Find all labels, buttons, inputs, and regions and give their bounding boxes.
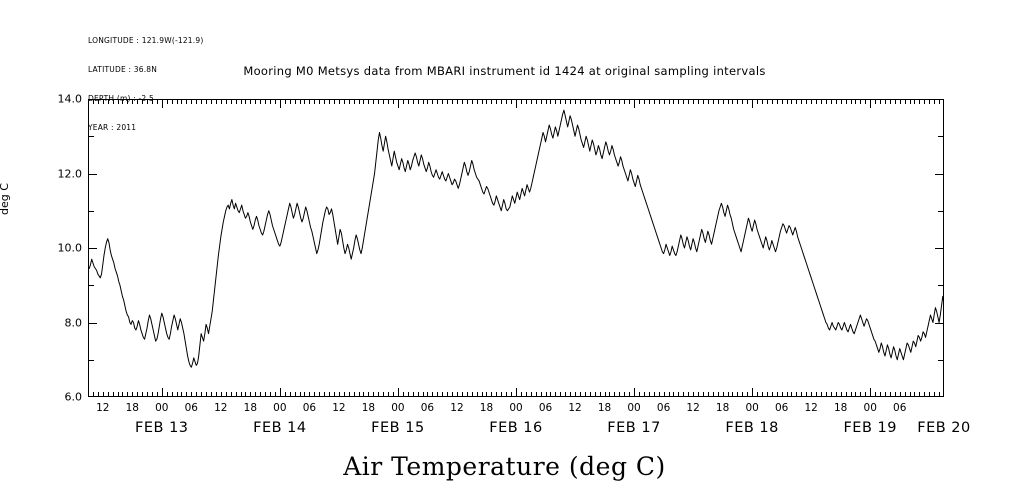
x-axis-hour-label: 00 [509, 402, 523, 414]
x-axis-hour-label: 18 [125, 402, 139, 414]
x-axis-hour-label: 12 [686, 402, 700, 414]
x-axis-day-label: FEB 20 [917, 420, 971, 436]
x-axis-hour-label: 00 [273, 402, 287, 414]
plot-frame [88, 99, 944, 397]
metadata-year: YEAR : 2011 [88, 122, 137, 132]
x-axis-day-label: FEB 15 [371, 420, 425, 436]
x-axis-hour-label: 12 [804, 402, 818, 414]
x-axis-day-label: FEB 16 [489, 420, 543, 436]
metadata-block: LONGITUDE : 121.9W(-121.9) LATITUDE : 36… [88, 17, 203, 151]
x-axis-day-labels: FEB 13 FEB 14 FEB 15 FEB 16 FEB 17 FEB 18 FEB … [88, 420, 970, 442]
x-axis-hour-label: 00 [627, 402, 641, 414]
timeseries-plot [88, 99, 944, 397]
x-axis-hour-label: 00 [391, 402, 405, 414]
x-axis-hour-labels: 12 18 00 06 12 18 00 06 12 18 00 06 12 18 00 06 12 18 00 06… [88, 402, 944, 418]
x-axis-hour-label: 12 [450, 402, 464, 414]
x-axis-hour-label: 06 [774, 402, 789, 414]
metadata-longitude: LONGITUDE : 121.9W(-121.9) [88, 36, 204, 46]
x-axis-hour-label: 12 [568, 402, 582, 414]
x-axis-hour-label: 12 [332, 402, 346, 414]
y-axis-tick-label: 10.0 [57, 241, 83, 255]
x-axis-day-label: FEB 14 [253, 420, 307, 436]
y-axis-tick-label: 14.0 [57, 92, 83, 106]
x-axis-hour-label: 06 [893, 402, 907, 414]
x-axis-hour-label: 18 [834, 402, 848, 414]
x-axis-hour-label: 12 [214, 402, 228, 414]
bottom-axis-title: Air Temperature (deg C) [343, 452, 666, 481]
x-axis-day-label: FEB 17 [607, 420, 661, 436]
x-axis-day-label: FEB 19 [843, 420, 897, 436]
y-axis-label: deg C [0, 183, 11, 215]
metadata-depth: DEPTH (m) : -2.5 [88, 93, 154, 103]
x-axis-day-label: FEB 18 [725, 420, 779, 436]
y-axis-tick-labels: 6.0 8.0 10.0 12.0 14.0 [40, 93, 83, 404]
x-axis-hour-label: 18 [479, 402, 494, 414]
plot-area [88, 99, 944, 397]
chart-title: Mooring M0 Metsys data from MBARI instru… [243, 64, 766, 78]
x-axis-hour-label: 18 [597, 402, 612, 414]
x-axis-day-label: FEB 13 [135, 420, 189, 436]
x-axis-hour-label: 18 [243, 402, 258, 414]
x-axis-hour-label: 00 [155, 402, 169, 414]
x-axis-hour-label: 06 [420, 402, 435, 414]
y-axis-tick-label: 12.0 [57, 167, 83, 180]
x-axis-hour-label: 06 [302, 402, 317, 414]
x-axis-hour-label: 00 [745, 402, 759, 414]
temperature-line [88, 109, 944, 368]
metadata-latitude: LATITUDE : 36.8N [88, 64, 158, 74]
x-axis-hour-label: 06 [184, 402, 198, 414]
x-axis-hour-label: 00 [863, 402, 877, 414]
x-axis-hour-label: 06 [538, 402, 553, 414]
x-axis-hour-label: 06 [656, 402, 671, 414]
x-axis-hour-label: 18 [715, 402, 730, 414]
y-axis-tick-label: 8.0 [64, 316, 83, 329]
y-axis-tick-label: 6.0 [64, 390, 83, 404]
x-axis-hour-label: 18 [361, 402, 376, 414]
axis-ticks [88, 99, 944, 397]
x-axis-hour-label: 12 [96, 402, 110, 414]
